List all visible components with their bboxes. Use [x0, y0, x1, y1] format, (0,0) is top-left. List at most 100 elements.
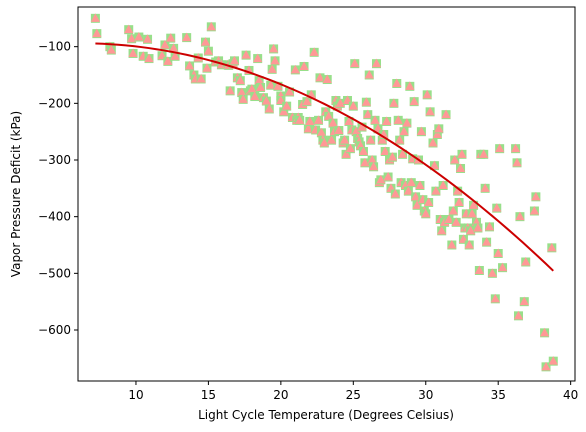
data-point: [265, 104, 274, 114]
data-point: [395, 135, 404, 145]
data-point: [299, 62, 308, 72]
data-point: [407, 178, 416, 188]
data-point: [434, 124, 443, 134]
x-tick-label: 30: [418, 388, 433, 402]
data-point: [488, 268, 497, 278]
axes-frame: [78, 7, 575, 381]
data-point: [456, 164, 465, 174]
data-point: [479, 149, 488, 159]
data-point: [202, 63, 211, 72]
x-axis-label: Light Cycle Temperature (Degrees Celsius…: [198, 408, 454, 422]
data-point: [498, 263, 507, 273]
data-point: [270, 56, 279, 65]
data-point: [310, 47, 319, 57]
data-point: [547, 243, 556, 253]
data-point: [362, 97, 371, 107]
data-point: [166, 33, 175, 43]
data-point: [475, 266, 484, 276]
y-axis-ticks: −100−200−300−400−500−600: [38, 40, 78, 337]
data-point: [383, 172, 392, 182]
data-point: [531, 192, 540, 202]
data-point: [520, 297, 529, 307]
data-point: [394, 115, 403, 125]
y-tick-label: −300: [38, 153, 71, 167]
x-tick-label: 15: [201, 388, 216, 402]
y-tick-label: −400: [38, 210, 71, 224]
data-point: [323, 75, 332, 85]
data-point: [91, 13, 100, 22]
data-point: [392, 79, 401, 89]
data-point: [346, 144, 355, 154]
data-point: [494, 249, 503, 259]
points-layer: [91, 13, 558, 371]
x-tick-label: 25: [346, 388, 361, 402]
data-point: [366, 135, 375, 145]
data-point: [530, 206, 539, 216]
data-point: [452, 217, 461, 227]
data-point: [417, 127, 426, 136]
data-point: [134, 32, 143, 42]
data-point: [449, 206, 458, 216]
y-tick-label: −500: [38, 266, 71, 280]
data-point: [454, 198, 463, 208]
data-point: [334, 126, 343, 135]
y-tick-label: −600: [38, 323, 71, 337]
data-point: [359, 147, 368, 157]
data-point: [437, 226, 446, 236]
data-point: [197, 74, 206, 84]
data-point: [350, 59, 359, 69]
data-point: [447, 240, 456, 250]
data-point: [236, 76, 245, 86]
data-point: [521, 257, 530, 267]
data-point: [226, 86, 235, 96]
data-point: [372, 59, 381, 69]
y-axis-label: Vapor Pressure Deficit (kPa): [9, 111, 23, 277]
x-tick-label: 10: [128, 388, 143, 402]
data-point: [439, 181, 448, 191]
data-point: [485, 222, 494, 232]
data-point: [340, 135, 349, 145]
data-point: [230, 56, 239, 65]
x-tick-label: 40: [563, 388, 578, 402]
data-point: [92, 29, 101, 38]
data-point: [473, 223, 482, 233]
data-point: [465, 240, 474, 250]
data-point: [268, 64, 277, 74]
data-point: [482, 237, 491, 247]
data-point: [540, 328, 549, 338]
data-point: [415, 181, 424, 191]
data-point: [382, 116, 391, 126]
data-point: [239, 94, 248, 104]
data-point: [402, 118, 411, 128]
data-point: [369, 162, 378, 172]
data-point: [495, 144, 504, 154]
data-point: [428, 138, 437, 148]
x-tick-label: 35: [491, 388, 506, 402]
data-point: [481, 183, 490, 193]
data-point: [201, 37, 210, 47]
data-point: [144, 54, 153, 64]
data-point: [468, 209, 477, 219]
data-point: [492, 203, 501, 213]
data-point: [391, 189, 400, 199]
data-point: [282, 101, 291, 111]
data-point: [269, 44, 278, 54]
data-point: [349, 101, 358, 111]
data-point: [424, 198, 433, 208]
data-point: [441, 110, 450, 120]
data-point: [389, 98, 398, 108]
data-point: [512, 158, 521, 168]
data-point: [182, 33, 191, 43]
data-point: [410, 97, 419, 107]
data-point: [515, 212, 524, 222]
data-point: [511, 144, 520, 154]
data-point: [491, 294, 500, 304]
data-point: [399, 127, 408, 136]
data-point: [241, 50, 250, 60]
data-point: [253, 54, 262, 64]
y-tick-label: −200: [38, 96, 71, 110]
x-tick-label: 20: [273, 388, 288, 402]
data-point: [549, 356, 558, 366]
data-point: [185, 61, 194, 71]
